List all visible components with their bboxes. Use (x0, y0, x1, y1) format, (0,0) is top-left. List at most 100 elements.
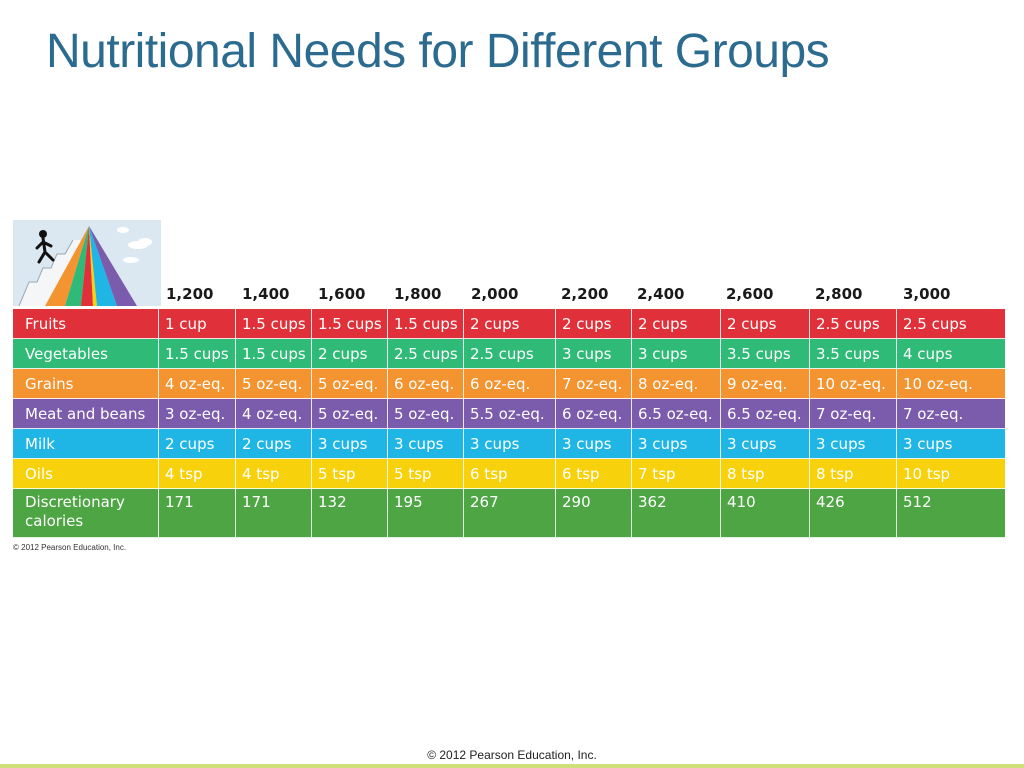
food-group-label: Milk (13, 429, 159, 458)
table-cell: 132 (312, 489, 388, 537)
calorie-level: 1,600 (318, 285, 366, 303)
calorie-level: 1,200 (166, 285, 214, 303)
table-cell: 5 tsp (388, 459, 464, 488)
table-cell: 8 tsp (810, 459, 897, 488)
table-cell: 426 (810, 489, 897, 537)
calorie-level: 2,600 (726, 285, 774, 303)
table-cell: 3.5 cups (721, 339, 810, 368)
table-cell: 7 oz-eq. (903, 405, 964, 423)
calorie-level: 2,800 (815, 285, 863, 303)
table-cell: 6 tsp (464, 459, 556, 488)
table-credit: © 2012 Pearson Education, Inc. (13, 543, 127, 552)
table-cell: 3 cups (721, 429, 810, 458)
table-cell: 6 oz-eq. (464, 369, 556, 398)
food-group-label: Discretionary calories (13, 489, 159, 537)
table-cell: 3 cups (632, 429, 721, 458)
slide-title: Nutritional Needs for Different Groups (46, 25, 830, 78)
table-cell: 512 (903, 493, 932, 511)
table-cell: 362 (632, 489, 721, 537)
table-row: Fruits 1 cup 1.5 cups 1.5 cups 1.5 cups 2 cup… (13, 309, 1005, 339)
table-row: Vegetables 1.5 cups 1.5 cups 2 cups 2.5 cups… (13, 339, 1005, 369)
table-cell: 5 oz-eq. (312, 399, 388, 428)
footer-bar (0, 764, 1024, 768)
food-group-label: Oils (13, 459, 159, 488)
calorie-level: 1,800 (394, 285, 442, 303)
table-cell: 2 cups (159, 429, 236, 458)
table-cell: 267 (464, 489, 556, 537)
table-cell: 4 tsp (236, 459, 312, 488)
table-cell: 2 cups (632, 309, 721, 338)
table-row: Oils 4 tsp 4 tsp 5 tsp 5 tsp 6 tsp 6 tsp 7 tsp 8… (13, 459, 1005, 489)
table-cell: 410 (721, 489, 810, 537)
food-group-label: Grains (13, 369, 159, 398)
food-group-label: Fruits (13, 309, 159, 338)
table-cell: 2 cups (464, 309, 556, 338)
table-cell: 5 oz-eq. (236, 369, 312, 398)
table-cell: 10 oz-eq. (810, 369, 897, 398)
calorie-level: 3,000 (903, 285, 951, 303)
table-cell: 6.5 oz-eq. (721, 399, 810, 428)
table-cell: 8 oz-eq. (632, 369, 721, 398)
table-cell: 4 oz-eq. (159, 369, 236, 398)
food-group-label: Meat and beans (13, 399, 159, 428)
table-cell: 10 oz-eq. (903, 375, 973, 393)
footer-credit: © 2012 Pearson Education, Inc. (427, 748, 597, 762)
table-cell: 2 cups (556, 309, 632, 338)
table-cell: 1.5 cups (159, 339, 236, 368)
table-cell: 2.5 cups (388, 339, 464, 368)
table-cell: 5 tsp (312, 459, 388, 488)
nutrition-table: Fruits 1 cup 1.5 cups 1.5 cups 1.5 cups 2 cup… (13, 309, 1005, 538)
calorie-level: 2,400 (637, 285, 685, 303)
table-cell: 6 tsp (556, 459, 632, 488)
food-pyramid-icon (13, 220, 161, 307)
table-cell: 7 oz-eq. (810, 399, 897, 428)
table-cell: 1.5 cups (236, 339, 312, 368)
table-cell: 7 oz-eq. (556, 369, 632, 398)
table-cell: 2.5 cups (903, 315, 967, 333)
table-cell: 3 cups (903, 435, 953, 453)
table-cell: 1.5 cups (236, 309, 312, 338)
food-group-label: Vegetables (13, 339, 159, 368)
table-cell: 3 cups (556, 429, 632, 458)
table-cell: 195 (388, 489, 464, 537)
table-cell: 7 tsp (632, 459, 721, 488)
table-cell: 9 oz-eq. (721, 369, 810, 398)
table-cell: 6 oz-eq. (556, 399, 632, 428)
table-row: Grains 4 oz-eq. 5 oz-eq. 5 oz-eq. 6 oz-eq. 6 … (13, 369, 1005, 399)
calorie-level: 1,400 (242, 285, 290, 303)
table-cell: 3 cups (632, 339, 721, 368)
table-row: Meat and beans 3 oz-eq. 4 oz-eq. 5 oz-eq. 5 … (13, 399, 1005, 429)
table-cell: 3 cups (312, 429, 388, 458)
table-cell: 171 (159, 489, 236, 537)
table-cell: 2 cups (312, 339, 388, 368)
table-cell: 2.5 cups (810, 309, 897, 338)
table-cell: 1 cup (159, 309, 236, 338)
table-cell: 3 cups (810, 429, 897, 458)
table-cell: 1.5 cups (388, 309, 464, 338)
table-cell: 3 cups (388, 429, 464, 458)
table-cell: 3 cups (556, 339, 632, 368)
table-cell: 171 (236, 489, 312, 537)
calorie-header-row: 1,200 1,400 1,600 1,800 2,000 2,200 2,40… (0, 285, 1024, 307)
table-cell: 3.5 cups (810, 339, 897, 368)
table-cell: 8 tsp (721, 459, 810, 488)
table-cell: 4 tsp (159, 459, 236, 488)
table-row: Discretionary calories 171 171 132 195 267 290… (13, 489, 1005, 538)
table-cell: 2 cups (721, 309, 810, 338)
table-cell: 5 oz-eq. (388, 399, 464, 428)
table-cell: 6.5 oz-eq. (632, 399, 721, 428)
table-cell: 6 oz-eq. (388, 369, 464, 398)
table-cell: 10 tsp (903, 465, 951, 483)
table-cell: 5 oz-eq. (312, 369, 388, 398)
table-cell: 4 cups (903, 345, 953, 363)
calorie-level: 2,200 (561, 285, 609, 303)
table-cell: 1.5 cups (312, 309, 388, 338)
table-cell: 290 (556, 489, 632, 537)
table-cell: 2 cups (236, 429, 312, 458)
table-cell: 2.5 cups (464, 339, 556, 368)
calorie-level: 2,000 (471, 285, 519, 303)
table-row: Milk 2 cups 2 cups 3 cups 3 cups 3 cups 3 cups… (13, 429, 1005, 459)
table-cell: 3 cups (464, 429, 556, 458)
table-cell: 4 oz-eq. (236, 399, 312, 428)
table-cell: 5.5 oz-eq. (464, 399, 556, 428)
